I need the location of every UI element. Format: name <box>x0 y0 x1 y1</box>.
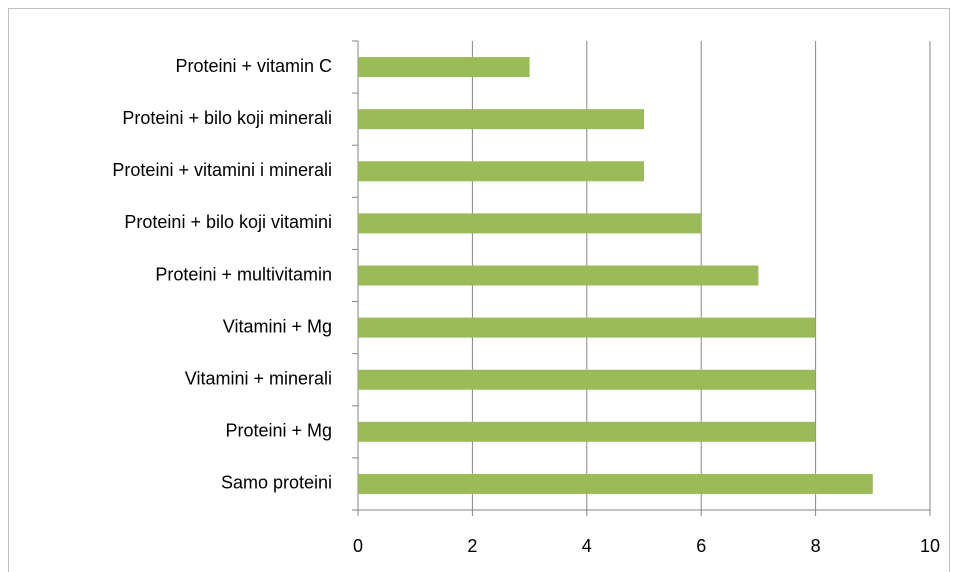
bar <box>358 369 816 390</box>
bar <box>358 421 816 442</box>
y-tick-label: Proteini + bilo koji vitamini <box>124 212 332 232</box>
y-tick-label: Proteini + bilo koji minerali <box>122 108 332 128</box>
x-tick-label: 2 <box>467 536 477 556</box>
bar <box>358 161 644 182</box>
bar <box>358 109 644 130</box>
bar <box>358 57 530 78</box>
y-tick-label: Proteini + multivitamin <box>155 264 332 284</box>
bar <box>358 473 873 494</box>
x-tick-label: 0 <box>353 536 363 556</box>
bar <box>358 265 759 286</box>
y-tick-label: Vitamini + minerali <box>185 368 332 388</box>
y-tick-label: Samo proteini <box>221 473 332 493</box>
y-tick-label: Proteini + Mg <box>225 421 332 441</box>
x-tick-label: 4 <box>582 536 592 556</box>
y-tick-label: Proteini + vitamin C <box>175 56 332 76</box>
x-tick-label: 8 <box>811 536 821 556</box>
bar <box>358 213 702 234</box>
x-tick-label: 6 <box>696 536 706 556</box>
y-tick-label: Vitamini + Mg <box>223 316 332 336</box>
x-tick-label: 10 <box>920 536 940 556</box>
y-tick-label: Proteini + vitamini i minerali <box>112 160 332 180</box>
bar <box>358 317 816 338</box>
